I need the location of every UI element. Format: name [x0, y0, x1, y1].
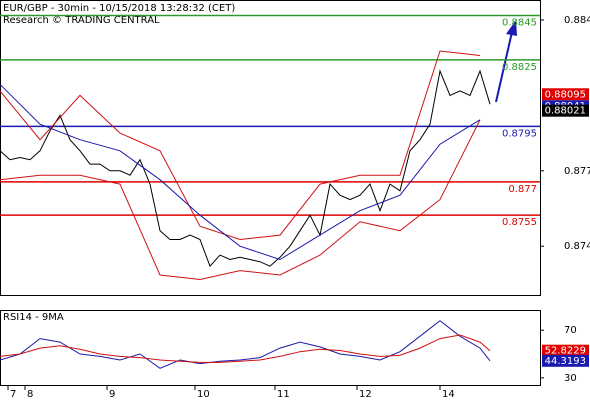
- x-tick-label: 12: [359, 389, 372, 400]
- level-label: 0.8795: [502, 128, 537, 139]
- y-tick-label: 0.8775: [564, 166, 590, 177]
- chart-subtitle: Research © TRADING CENTRAL: [3, 15, 160, 26]
- x-tick-label: 14: [442, 389, 455, 400]
- x-tick-label: 9: [109, 389, 115, 400]
- level-label: 0.8755: [502, 217, 537, 228]
- price-box-label: 0.88021: [545, 106, 586, 117]
- level-label: 0.877: [508, 184, 537, 195]
- x-tick-label: 7: [10, 389, 16, 400]
- price-box: [542, 344, 589, 357]
- x-tick-label: 8: [27, 389, 33, 400]
- series-line: [0, 69, 491, 268]
- y-tick-label: 0.8741: [564, 241, 590, 252]
- series-line: [0, 83, 481, 261]
- plot-frame: [0, 310, 541, 386]
- price-box-label: 44.3193: [545, 356, 586, 367]
- y-tick-label: 30: [564, 373, 577, 384]
- series-line: [0, 119, 481, 281]
- rsi-title: RSI14 - 9MA: [3, 312, 64, 323]
- x-tick-label: 11: [277, 389, 290, 400]
- chart-title: EUR/GBP - 30min - 10/15/2018 13:28:32 (C…: [3, 3, 235, 14]
- series-line: [0, 50, 481, 241]
- level-label: 0.8825: [502, 62, 537, 73]
- series-line: [0, 334, 491, 363]
- price-box-label: 0.88095: [545, 89, 586, 100]
- series-line: [0, 320, 491, 369]
- y-tick-label: 70: [564, 325, 577, 336]
- plot-frame: [0, 0, 541, 296]
- price-box-label: 52.8229: [545, 346, 586, 357]
- level-label: 0.8845: [502, 18, 537, 29]
- arrow-head: [506, 20, 517, 36]
- y-tick-label: 0.8843: [564, 15, 590, 26]
- price-box: [542, 354, 589, 367]
- x-tick-label: 10: [197, 389, 210, 400]
- price-box: [542, 88, 589, 101]
- forecast-arrow: [495, 31, 513, 103]
- price-box: [542, 104, 589, 117]
